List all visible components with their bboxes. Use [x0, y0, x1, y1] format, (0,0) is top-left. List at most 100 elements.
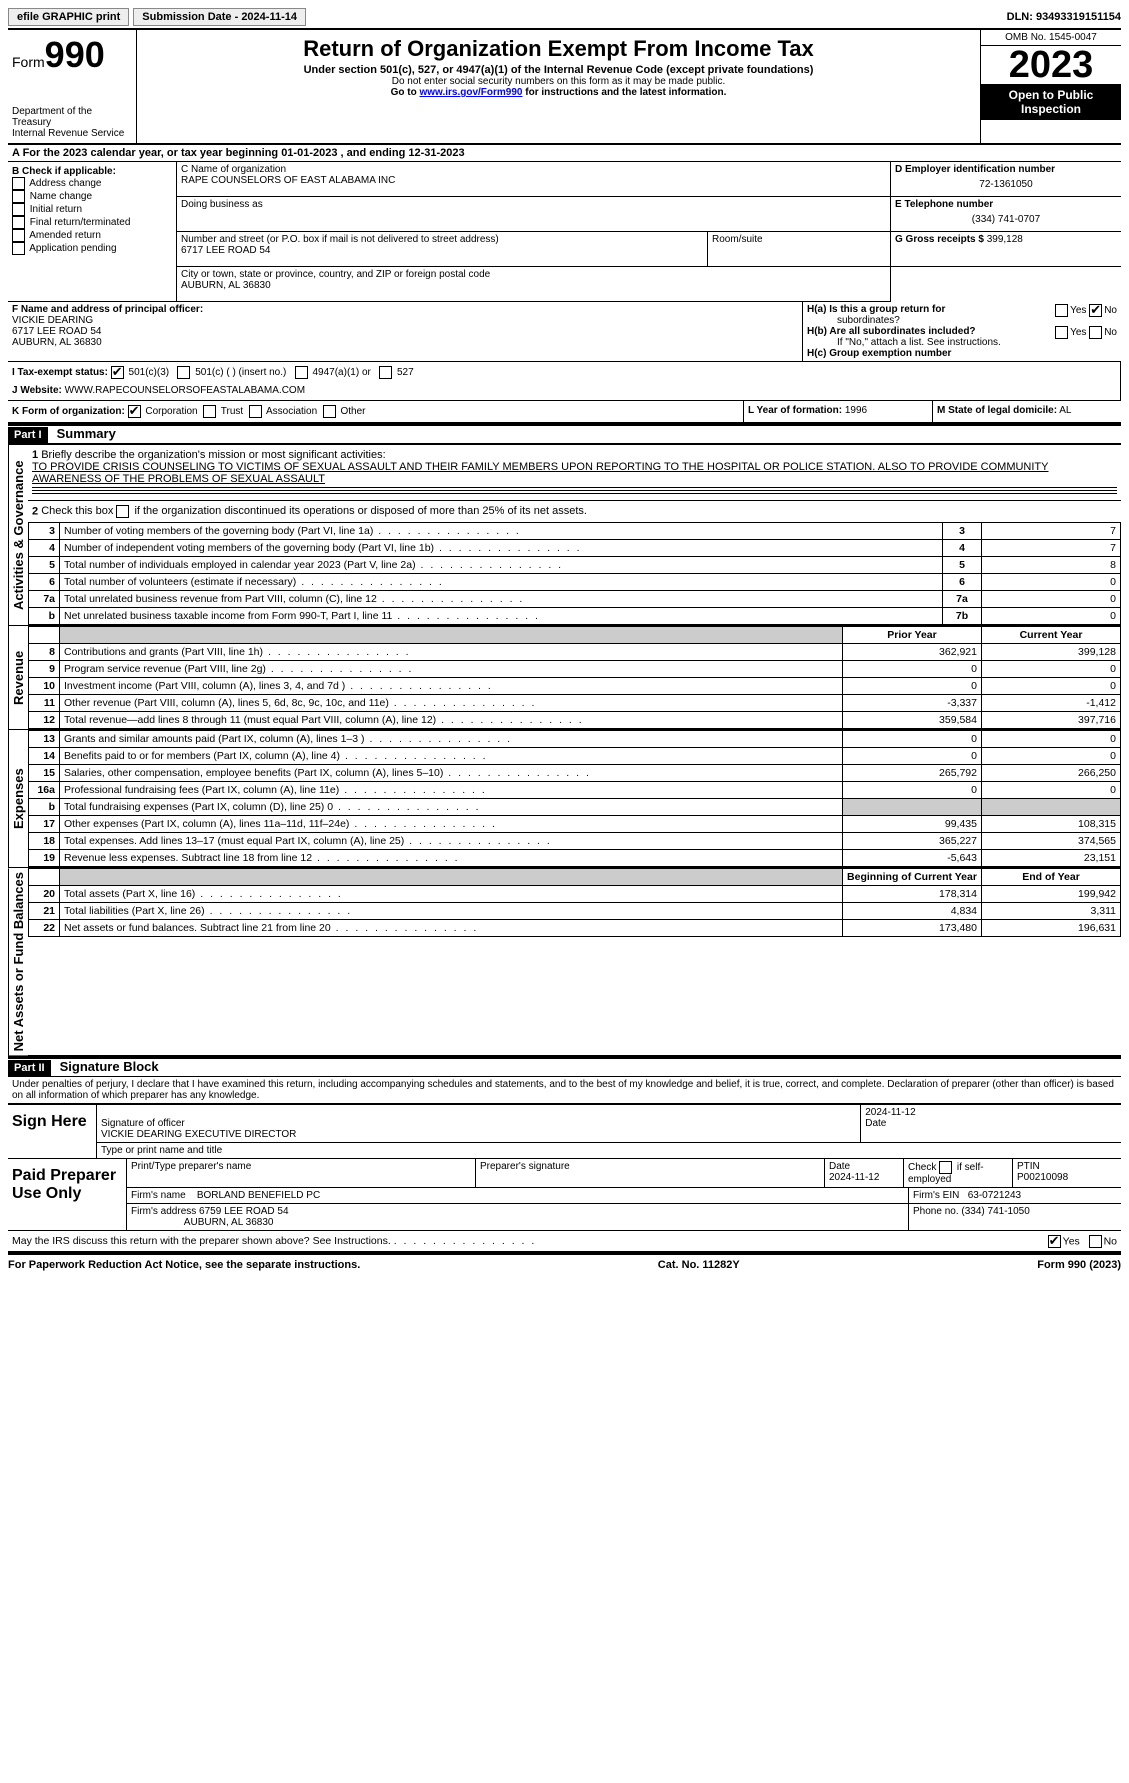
officer-group-block: F Name and address of principal officer:…: [8, 302, 1121, 362]
line2-text: Check this box if the organization disco…: [41, 505, 587, 517]
efile-print-button[interactable]: efile GRAPHIC print: [8, 8, 129, 26]
firm-ein-label: Firm's EIN: [913, 1190, 959, 1201]
table-row: 4Number of independent voting members of…: [29, 540, 1121, 557]
sign-here-label: Sign Here: [8, 1105, 97, 1158]
form-word: Form: [12, 54, 45, 70]
table-row: 12Total revenue—add lines 8 through 11 (…: [29, 712, 1121, 729]
dba-label: Doing business as: [181, 199, 263, 210]
section-b-checkbox[interactable]: [12, 242, 25, 255]
corp-label: Corporation: [145, 406, 197, 417]
4947-checkbox[interactable]: [295, 366, 308, 379]
table-row: 3Number of voting members of the governi…: [29, 523, 1121, 540]
netassets-table: Beginning of Current YearEnd of Year 20T…: [28, 868, 1121, 937]
date-label: Date: [865, 1118, 886, 1129]
part1-header-row: Part I Summary: [8, 424, 1121, 444]
section-b-label: B Check if applicable:: [12, 166, 172, 177]
year-formation-value: 1996: [845, 405, 867, 416]
governance-section: Activities & Governance 1 Briefly descri…: [8, 444, 1121, 625]
yes-label-2: Yes: [1070, 327, 1086, 338]
sig-date1: 2024-11-12: [865, 1107, 915, 1118]
ha-yes-checkbox[interactable]: [1055, 304, 1068, 317]
corp-checkbox[interactable]: [128, 405, 141, 418]
footer-left: For Paperwork Reduction Act Notice, see …: [8, 1259, 360, 1271]
table-row: 6Total number of volunteers (estimate if…: [29, 574, 1121, 591]
discuss-yes-checkbox[interactable]: [1048, 1235, 1061, 1248]
assoc-label: Association: [266, 406, 317, 417]
form-title: Return of Organization Exempt From Incom…: [145, 36, 972, 62]
sig-officer-label: Signature of officer: [101, 1118, 185, 1129]
yes-label: Yes: [1070, 305, 1086, 316]
dept-label: Department of the Treasury: [12, 106, 132, 128]
501c3-checkbox[interactable]: [111, 366, 124, 379]
form-number: 990: [45, 34, 105, 75]
goto-post: for instructions and the latest informat…: [522, 87, 726, 98]
governance-vtab: Activities & Governance: [8, 445, 28, 625]
netassets-vtab: Net Assets or Fund Balances: [8, 868, 28, 1055]
mission-text: TO PROVIDE CRISIS COUNSELING TO VICTIMS …: [32, 461, 1049, 485]
website-value: WWW.RAPECOUNSELORSOFEASTALABAMA.COM: [65, 385, 305, 396]
discuss-text: May the IRS discuss this return with the…: [12, 1235, 391, 1247]
table-row: 22Net assets or fund balances. Subtract …: [29, 920, 1121, 937]
expenses-section: Expenses 13Grants and similar amounts pa…: [8, 729, 1121, 867]
table-row: 9Program service revenue (Part VIII, lin…: [29, 661, 1121, 678]
discontinued-checkbox[interactable]: [116, 505, 129, 518]
table-row: 21Total liabilities (Part X, line 26)4,8…: [29, 903, 1121, 920]
discuss-row: May the IRS discuss this return with the…: [8, 1231, 1121, 1253]
hb-yes-checkbox[interactable]: [1055, 326, 1068, 339]
section-b-item: Final return/terminated: [12, 216, 172, 229]
revenue-table: Prior YearCurrent Year 8Contributions an…: [28, 626, 1121, 729]
table-row: 5Total number of individuals employed in…: [29, 557, 1121, 574]
section-b-checkbox[interactable]: [12, 229, 25, 242]
submission-date-button[interactable]: Submission Date - 2024-11-14: [133, 8, 306, 26]
perjury-declaration: Under penalties of perjury, I declare th…: [8, 1077, 1121, 1103]
hb-no-checkbox[interactable]: [1089, 326, 1102, 339]
527-label: 527: [397, 367, 414, 378]
section-b-checkbox[interactable]: [12, 203, 25, 216]
trust-checkbox[interactable]: [203, 405, 216, 418]
discuss-no-checkbox[interactable]: [1089, 1235, 1102, 1248]
officer-name: VICKIE DEARING: [12, 315, 93, 326]
section-b-item: Name change: [12, 190, 172, 203]
ptin-value: P00210098: [1017, 1172, 1068, 1183]
domicile-label: M State of legal domicile:: [937, 405, 1057, 416]
footer-right: Form 990 (2023): [1037, 1259, 1121, 1271]
gross-label: G Gross receipts $: [895, 234, 984, 245]
irs-link[interactable]: www.irs.gov/Form990: [419, 87, 522, 98]
netassets-section: Net Assets or Fund Balances Beginning of…: [8, 867, 1121, 1057]
section-b-checkbox[interactable]: [12, 190, 25, 203]
part2-header-row: Part II Signature Block: [8, 1057, 1121, 1077]
other-label: Other: [340, 406, 365, 417]
527-checkbox[interactable]: [379, 366, 392, 379]
section-b-checkbox[interactable]: [12, 177, 25, 190]
self-employed-checkbox[interactable]: [939, 1161, 952, 1174]
prep-phone: (334) 741-1050: [961, 1206, 1029, 1217]
table-row: 8Contributions and grants (Part VIII, li…: [29, 644, 1121, 661]
501c-checkbox[interactable]: [177, 366, 190, 379]
table-row: 11Other revenue (Part VIII, column (A), …: [29, 695, 1121, 712]
revenue-vtab: Revenue: [8, 626, 28, 729]
table-row: 20Total assets (Part X, line 16)178,3141…: [29, 886, 1121, 903]
domicile-value: AL: [1059, 405, 1071, 416]
assoc-checkbox[interactable]: [249, 405, 262, 418]
section-a-tax-year: A For the 2023 calendar year, or tax yea…: [8, 145, 1121, 162]
tax-year: 2023: [981, 46, 1121, 84]
table-row: bNet unrelated business taxable income f…: [29, 608, 1121, 625]
firm-ein: 63-0721243: [968, 1190, 1021, 1201]
section-b-checkbox[interactable]: [12, 216, 25, 229]
prep-phone-label: Phone no.: [913, 1206, 959, 1217]
table-row: 14Benefits paid to or for members (Part …: [29, 748, 1121, 765]
firm-addr2: AUBURN, AL 36830: [184, 1217, 274, 1228]
city-label: City or town, state or province, country…: [181, 269, 490, 280]
paid-preparer-label: Paid Preparer Use Only: [8, 1159, 127, 1230]
other-checkbox[interactable]: [323, 405, 336, 418]
ein-label: D Employer identification number: [895, 164, 1055, 175]
firm-addr1: 6759 LEE ROAD 54: [199, 1206, 289, 1217]
inspection-badge: Open to Public Inspection: [981, 84, 1121, 120]
goto-pre: Go to: [391, 87, 420, 98]
officer-sig-name: VICKIE DEARING EXECUTIVE DIRECTOR: [101, 1129, 296, 1140]
part2-badge: Part II: [8, 1060, 51, 1076]
signature-block: Sign Here Signature of officerVICKIE DEA…: [8, 1103, 1121, 1231]
form-org-label: K Form of organization:: [12, 406, 125, 417]
ha-no-checkbox[interactable]: [1089, 304, 1102, 317]
officer-label: F Name and address of principal officer:: [12, 304, 203, 315]
